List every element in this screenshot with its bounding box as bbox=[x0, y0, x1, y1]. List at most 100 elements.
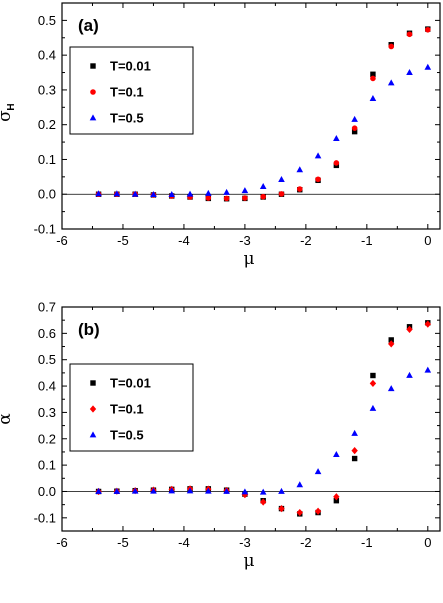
data-point bbox=[205, 487, 212, 494]
panel-label: (a) bbox=[78, 16, 99, 35]
plot-frame bbox=[61, 306, 441, 532]
data-point bbox=[351, 455, 358, 462]
data-point bbox=[260, 193, 266, 200]
y-tick-label: 0.5 bbox=[38, 352, 56, 367]
data-point bbox=[370, 75, 376, 82]
data-point bbox=[168, 487, 176, 494]
data-point bbox=[351, 115, 358, 122]
data-point bbox=[296, 186, 303, 192]
x-tick-label: -3 bbox=[239, 233, 251, 248]
data-point bbox=[296, 166, 304, 173]
x-tick-label: 0 bbox=[424, 535, 431, 550]
y-tick-label: 0.4 bbox=[38, 379, 56, 394]
data-point bbox=[150, 190, 157, 197]
y-tick-label: 0.1 bbox=[38, 458, 56, 473]
y-tick-label: -0.1 bbox=[34, 510, 56, 525]
data-point bbox=[95, 487, 102, 494]
legend-label: T=0.01 bbox=[110, 376, 151, 391]
data-point bbox=[113, 190, 121, 197]
data-point bbox=[259, 498, 267, 506]
x-tick-label: -5 bbox=[117, 535, 129, 550]
data-point bbox=[113, 487, 121, 494]
y-tick-label: 0.0 bbox=[38, 484, 56, 499]
y-tick-label: 0.2 bbox=[38, 431, 56, 446]
data-point bbox=[150, 487, 157, 494]
x-tick-label: -4 bbox=[178, 233, 190, 248]
data-point bbox=[388, 337, 394, 343]
x-tick-label: -5 bbox=[117, 233, 129, 248]
chart-panel-b: -6 -5 -4 -3 -2 -1 0 -0.1 0.0 0.1 0.2 0.3 0.4 0.5 0.6 0.… bbox=[0, 300, 441, 571]
legend-label: T=0.1 bbox=[110, 85, 144, 100]
y-tick-label: 0.3 bbox=[38, 82, 56, 97]
data-point bbox=[314, 152, 322, 159]
y-axis-label-subscript: H bbox=[6, 103, 17, 110]
data-point bbox=[370, 372, 376, 379]
legend: T=0.01 T=0.1 T=0.5 bbox=[69, 46, 194, 135]
chart-panel-a: -6 -5 -4 -3 -2 -1 0 -0.1 0.0 0.1 0.2 0.3 0.4 0.5 μ σH (a… bbox=[0, 2, 441, 269]
series-T=0.5 bbox=[95, 366, 432, 495]
data-point bbox=[333, 450, 340, 457]
data-point bbox=[131, 487, 139, 494]
data-point bbox=[424, 320, 432, 328]
x-axis-label: μ bbox=[243, 249, 254, 269]
data-point bbox=[406, 325, 413, 333]
data-point bbox=[333, 160, 340, 166]
x-tick-label: -3 bbox=[239, 535, 251, 550]
data-point bbox=[223, 188, 230, 195]
data-point bbox=[278, 176, 285, 183]
data-point bbox=[259, 182, 267, 189]
data-point bbox=[369, 404, 377, 411]
data-point bbox=[370, 71, 376, 77]
data-point bbox=[333, 135, 340, 141]
data-point bbox=[278, 487, 285, 494]
data-point bbox=[296, 508, 303, 517]
data-point bbox=[95, 190, 102, 197]
data-point bbox=[278, 505, 285, 513]
data-point bbox=[315, 176, 321, 183]
data-point bbox=[314, 468, 322, 475]
data-point bbox=[205, 189, 212, 196]
y-tick-label: 0.3 bbox=[38, 405, 56, 420]
data-point bbox=[351, 447, 358, 455]
y-tick-label: 0.6 bbox=[38, 326, 56, 341]
data-point bbox=[186, 487, 194, 494]
data-point bbox=[388, 340, 395, 348]
plot-frame bbox=[61, 2, 441, 230]
data-point bbox=[406, 31, 413, 38]
data-point bbox=[205, 195, 212, 201]
y-axis-label: α bbox=[0, 413, 15, 425]
data-point bbox=[278, 191, 285, 197]
y-tick-label: 0.4 bbox=[38, 48, 56, 63]
x-tick-label: -2 bbox=[300, 535, 312, 550]
y-tick-label: 0.1 bbox=[38, 152, 56, 167]
data-point bbox=[168, 190, 176, 197]
data-point bbox=[406, 371, 413, 378]
data-point bbox=[186, 190, 194, 197]
y-tick-label: 0.0 bbox=[38, 187, 56, 202]
legend-marker bbox=[90, 380, 96, 386]
legend-marker bbox=[90, 89, 96, 95]
x-tick-label: -4 bbox=[178, 535, 190, 550]
data-point bbox=[242, 195, 248, 201]
series-T=0.5 bbox=[95, 63, 432, 197]
x-tick-label: -6 bbox=[56, 535, 68, 550]
x-axis-label: μ bbox=[243, 551, 254, 571]
data-point bbox=[223, 487, 230, 494]
legend-marker bbox=[90, 63, 96, 69]
legend-marker bbox=[89, 405, 97, 413]
legend-label: T=0.1 bbox=[110, 402, 144, 417]
data-point bbox=[387, 79, 395, 86]
x-tick-label: -6 bbox=[56, 233, 68, 248]
y-tick-label: 0.2 bbox=[38, 117, 56, 132]
data-point bbox=[131, 190, 139, 197]
legend-label: T=0.5 bbox=[110, 111, 144, 126]
data-point bbox=[351, 125, 358, 131]
x-tick-label: -1 bbox=[361, 233, 373, 248]
data-point bbox=[241, 187, 249, 194]
x-tick-label: 0 bbox=[424, 233, 431, 248]
data-point bbox=[424, 63, 432, 70]
data-point bbox=[369, 379, 377, 388]
panel-label: (b) bbox=[78, 320, 100, 339]
legend: T=0.01 T=0.1 T=0.5 bbox=[69, 363, 194, 452]
